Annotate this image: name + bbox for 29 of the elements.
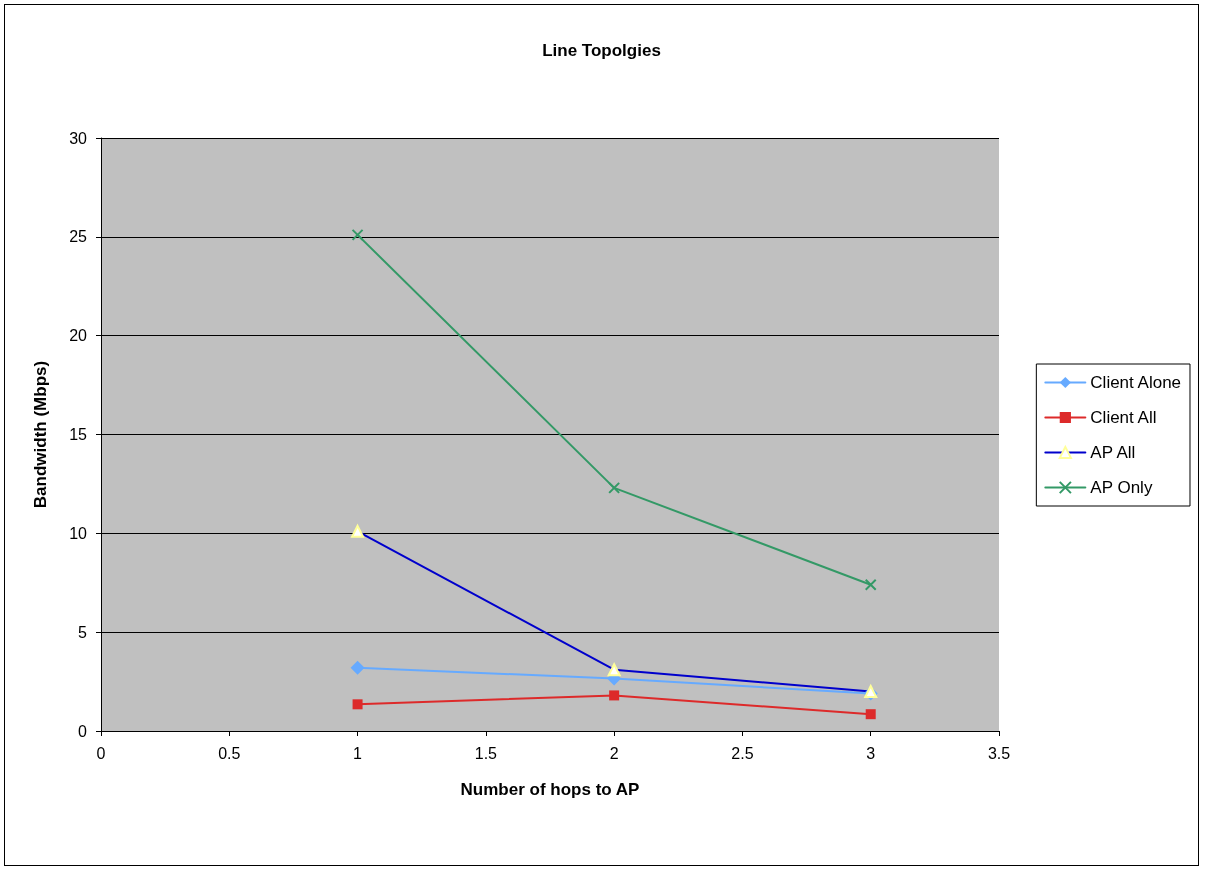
legend-label: Client All	[1090, 408, 1157, 427]
y-tick-label: 30	[69, 129, 88, 147]
point	[351, 228, 364, 241]
y-tick-label: 5	[78, 623, 88, 641]
point	[350, 660, 365, 675]
x-tick-label: 2.5	[731, 744, 754, 762]
chart-title: Line Topolgies	[542, 41, 661, 60]
point	[864, 578, 877, 591]
y-tick-label: 20	[69, 327, 88, 345]
x-tick-label: 1	[353, 744, 363, 762]
point	[608, 481, 621, 494]
x-tick-label: 0	[96, 744, 106, 762]
point	[352, 699, 363, 710]
y-tick-label: 15	[69, 426, 88, 443]
x-tick-label: 1.5	[474, 744, 498, 762]
legend-label: Client Alone	[1090, 373, 1182, 392]
y-tick-label: 10	[69, 524, 88, 542]
point	[865, 709, 876, 720]
x-tick-label: 2	[609, 744, 619, 762]
y-axis-title: Bandwidth (Mbps)	[31, 360, 50, 509]
legend-label: AP All	[1090, 443, 1136, 462]
y-tick-label: 0	[78, 722, 88, 740]
x-tick-label: 3	[866, 744, 876, 762]
y-tick-label: 25	[69, 228, 88, 246]
x-axis-title: Number of hops to AP	[460, 780, 640, 799]
x-tick-label: 0.5	[218, 744, 241, 762]
point	[609, 690, 620, 701]
x-tick-label: 3.5	[987, 744, 1011, 762]
legend-label: AP Only	[1090, 478, 1153, 497]
